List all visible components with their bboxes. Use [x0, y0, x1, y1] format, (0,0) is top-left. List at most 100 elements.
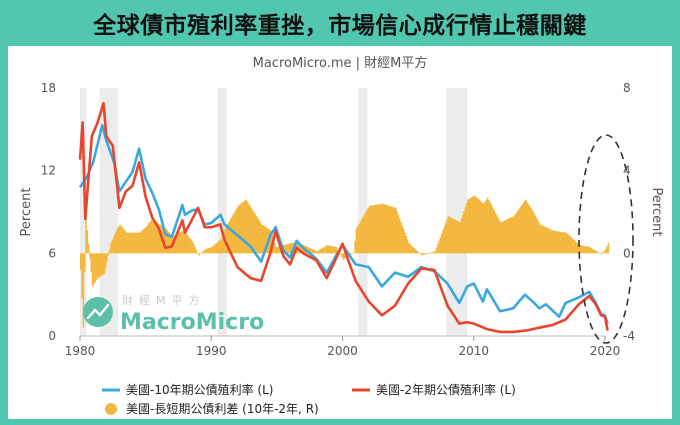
x-tick-label: 2000 — [327, 344, 358, 358]
y-right-tick-label: 0 — [623, 246, 631, 260]
y-left-tick-label: 12 — [41, 164, 56, 178]
spread-bar — [139, 233, 141, 254]
chart-svg: 1980 1990 2000 2010 2020 0 6 12 18 -4 0 4 8 Percent Pe… — [8, 46, 672, 419]
spread-bar — [277, 247, 279, 254]
spread-bar — [479, 200, 481, 253]
spread-bar — [595, 250, 597, 253]
spread-bar — [490, 202, 492, 253]
spread-bar — [109, 249, 111, 253]
spread-bar — [138, 233, 140, 254]
spread-bar — [315, 251, 317, 254]
spread-bar — [421, 253, 423, 255]
spread-bar — [106, 253, 108, 261]
spread-bar — [587, 247, 589, 254]
spread-bar — [152, 218, 154, 253]
spread-bar — [507, 219, 509, 253]
spread-bar — [142, 230, 144, 253]
spread-bar — [207, 248, 209, 253]
spread-bar — [386, 205, 388, 253]
spread-bar — [403, 229, 405, 253]
spread-bar — [97, 253, 99, 278]
spread-bar — [130, 233, 132, 254]
spread-bar — [417, 252, 419, 254]
spread-bar — [325, 246, 327, 253]
spread-bar — [440, 237, 442, 253]
spread-bar — [580, 245, 582, 253]
spread-bar — [406, 236, 408, 253]
recession-band — [218, 88, 227, 336]
spread-bar — [314, 250, 316, 253]
spread-bar — [504, 220, 506, 253]
spread-bar — [429, 253, 431, 254]
spread-bar — [133, 233, 135, 254]
spread-bar — [352, 253, 354, 254]
spread-bar — [593, 250, 595, 254]
spread-bar — [462, 215, 464, 254]
spread-bar — [146, 226, 148, 253]
spread-bar — [126, 233, 128, 254]
spread-bar — [525, 200, 527, 254]
spread-bar — [584, 246, 586, 253]
spread-bar — [360, 222, 362, 254]
spread-bar — [483, 204, 485, 254]
spread-bar — [492, 207, 494, 253]
spread-bar — [374, 205, 376, 253]
spread-bar — [425, 253, 427, 254]
spread-bar — [190, 239, 192, 253]
spread-bar — [511, 217, 513, 253]
spread-bar — [512, 217, 514, 254]
spread-bar — [136, 233, 138, 254]
spread-bar — [592, 249, 594, 254]
spread-bar — [287, 244, 289, 254]
spread-bar — [232, 215, 234, 253]
spread-bar — [390, 206, 392, 253]
spread-bar — [108, 253, 110, 255]
spread-bar — [239, 205, 241, 254]
spread-bar — [323, 247, 325, 253]
spread-bar — [545, 227, 547, 253]
spread-bar — [180, 232, 182, 253]
spread-bar — [600, 253, 602, 254]
spread-bar — [217, 242, 219, 253]
spread-bar — [341, 253, 343, 257]
spread-bar — [539, 224, 541, 253]
spread-bar — [514, 214, 516, 253]
spread-bar — [238, 206, 240, 254]
spread-bar — [382, 204, 384, 254]
spread-bar — [516, 212, 518, 253]
spread-bar — [186, 234, 188, 253]
spread-bar — [113, 237, 115, 253]
spread-bar — [450, 218, 452, 254]
x-tick-label: 1980 — [65, 344, 96, 358]
spread-bar — [356, 229, 358, 254]
spread-bar — [430, 253, 432, 254]
spread-bar — [205, 249, 207, 253]
legend-label: 美國-2年期公債殖利率 (L) — [376, 382, 516, 397]
spread-bar — [526, 202, 528, 254]
watermark-en: MacroMicro — [120, 310, 264, 335]
spread-bar — [520, 207, 522, 253]
spread-bar — [333, 247, 335, 254]
spread-bar — [209, 248, 211, 253]
spread-bar — [448, 216, 450, 253]
spread-bar — [597, 252, 599, 253]
spread-bar — [524, 201, 526, 253]
spread-bar — [465, 207, 467, 253]
spread-bar — [81, 253, 83, 298]
spread-bar — [568, 235, 570, 253]
spread-bar — [364, 215, 366, 253]
spread-bar — [442, 230, 444, 253]
spread-bar — [311, 249, 313, 254]
spread-bar — [480, 201, 482, 253]
spread-bar — [474, 195, 476, 253]
spread-bar — [399, 218, 401, 253]
spread-bar — [555, 231, 557, 253]
spread-bar — [484, 202, 486, 254]
spread-bar — [501, 222, 503, 254]
spread-bar — [375, 205, 377, 254]
spread-bar — [398, 215, 400, 253]
spread-bar — [196, 250, 198, 254]
spread-bar — [475, 197, 477, 254]
spread-bar — [567, 234, 569, 253]
spread-bar — [96, 253, 98, 280]
